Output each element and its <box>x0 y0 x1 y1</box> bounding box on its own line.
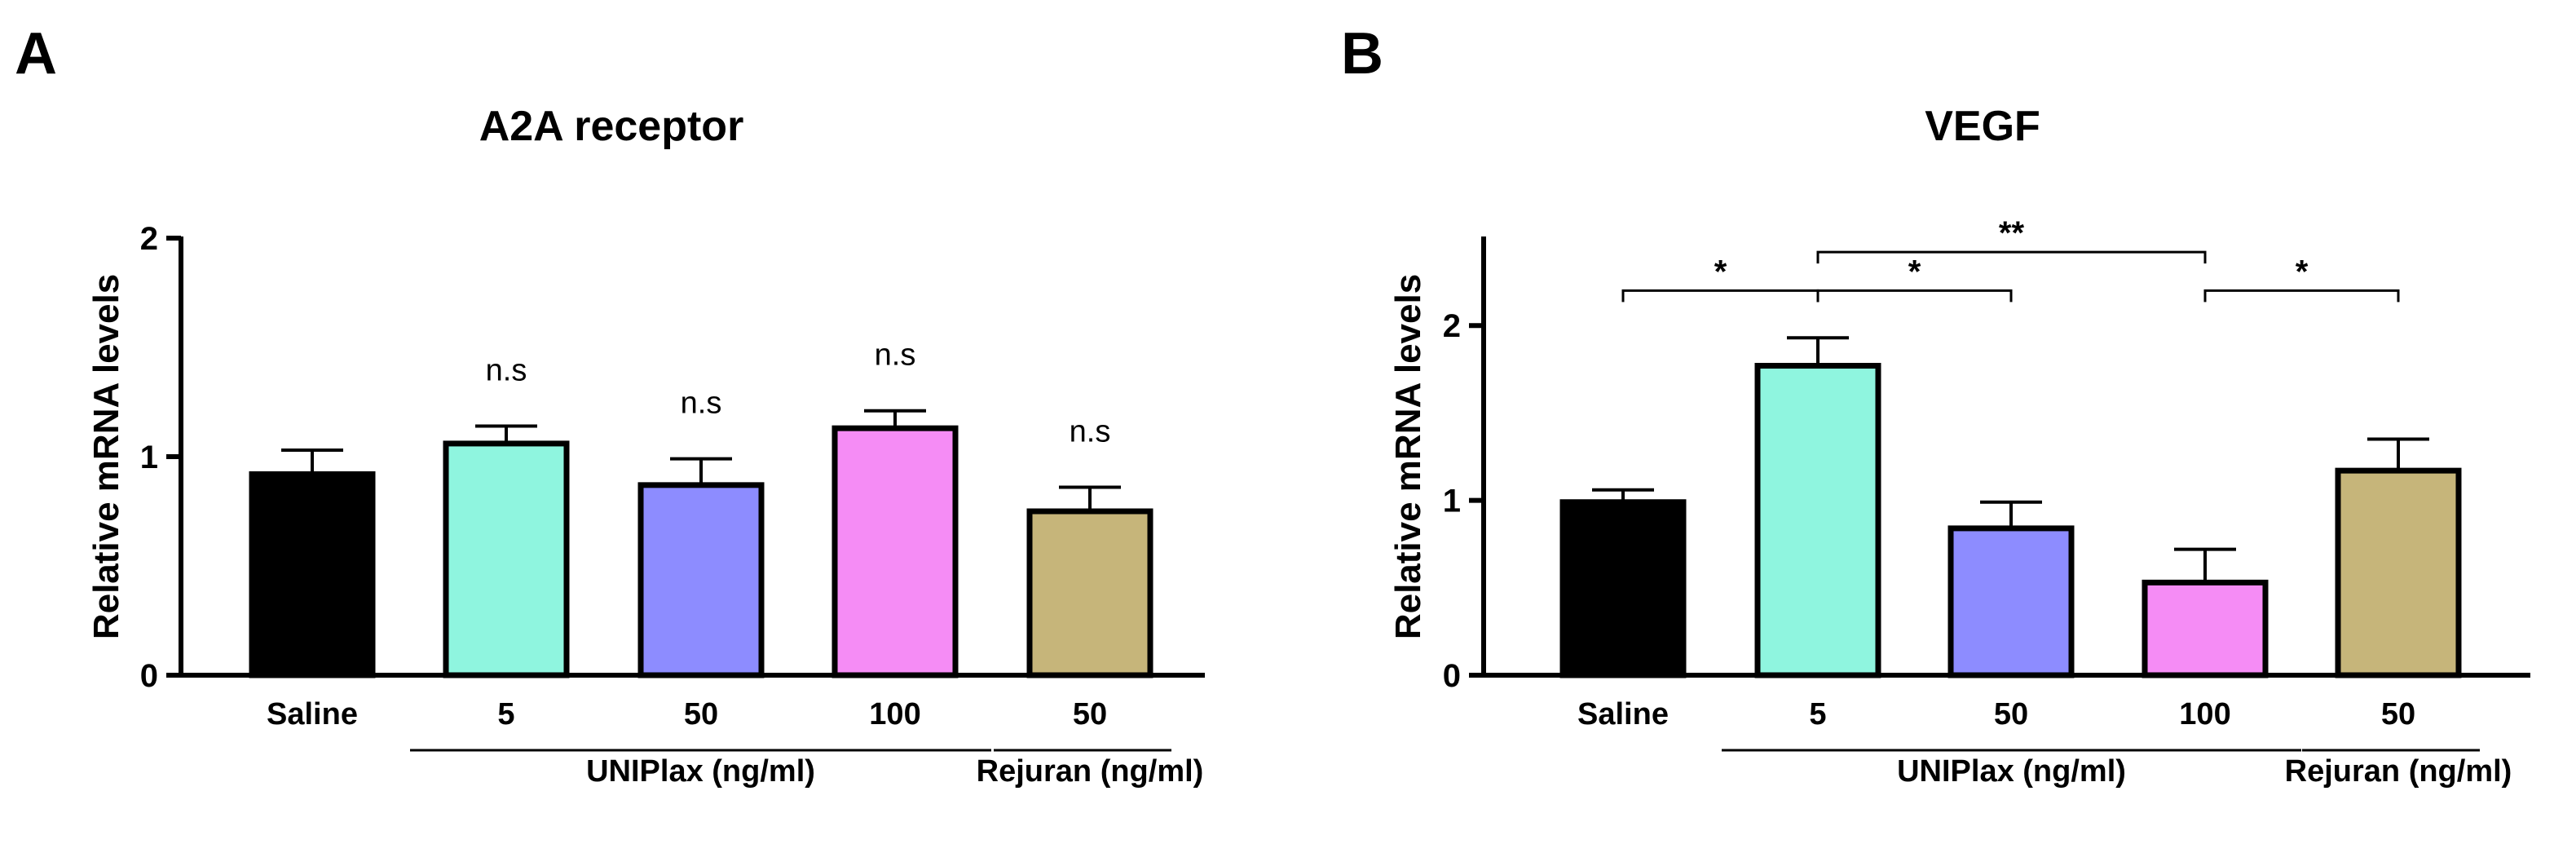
category-label: Saline <box>267 697 358 731</box>
bar-50 <box>637 482 765 678</box>
category-label: 100 <box>869 697 920 731</box>
group-label: UNIPlax (ng/ml) <box>586 754 815 789</box>
plot-area-b: 0 1 2 Saline 5 50 100 50 UNIPlax (ng/ml) Rejuran … <box>1443 215 2530 789</box>
category-label: 50 <box>1073 697 1107 731</box>
y-tick-label: 1 <box>140 440 158 475</box>
plot-area-a: 0 1 2 Saline 5 n.s 50 n.s 100 n.s 50 n.s UNIPlax (ng… <box>140 221 1205 789</box>
comparison-star: * <box>1714 254 1727 289</box>
category-label: 50 <box>1994 697 2028 731</box>
comparison-star: ** <box>1999 215 2025 251</box>
category-label: 5 <box>497 697 514 731</box>
significance-label: n.s <box>1070 415 1111 449</box>
comparison-star: * <box>1908 254 1921 289</box>
bar-Saline <box>1559 499 1687 678</box>
y-axis-label-b: Relative mRNA levels <box>1388 274 1428 639</box>
y-tick-label: 2 <box>1443 308 1461 344</box>
panel-letter-a: A <box>15 21 57 86</box>
comparison-bracket <box>1816 289 2013 303</box>
comparison-bracket <box>1816 250 2207 264</box>
significance-label: n.s <box>681 387 722 421</box>
bar-100 <box>831 425 959 678</box>
y-tick-label: 1 <box>1443 484 1461 519</box>
category-label: 100 <box>2179 697 2230 731</box>
y-tick-label: 0 <box>140 658 158 694</box>
comparison-star: * <box>2296 254 2309 289</box>
comparison-bracket <box>1621 289 1820 303</box>
y-tick-label: 2 <box>140 221 158 257</box>
chart-title-a: A2A receptor <box>479 103 744 150</box>
group-label: Rejuran (ng/ml) <box>977 754 1204 789</box>
bar-5 <box>443 440 570 678</box>
comparison-bracket <box>2203 289 2400 303</box>
category-label: Saline <box>1577 697 1669 731</box>
group-label: UNIPlax (ng/ml) <box>1897 754 2126 789</box>
bar-50 <box>1026 508 1153 678</box>
significance-label: n.s <box>875 338 916 373</box>
group-label: Rejuran (ng/ml) <box>2285 754 2512 789</box>
bar-Saline <box>249 471 376 678</box>
bar-5 <box>1754 363 1881 678</box>
y-tick-label: 0 <box>1443 658 1461 694</box>
chart-title-b: VEGF <box>1925 103 2040 150</box>
bar-50 <box>1947 525 2075 678</box>
y-axis-label-a: Relative mRNA levels <box>86 274 126 639</box>
panel-letter-b: B <box>1341 21 1383 86</box>
bar-100 <box>2142 579 2269 678</box>
category-label: 50 <box>684 697 718 731</box>
category-label: 50 <box>2381 697 2415 731</box>
significance-label: n.s <box>486 353 527 387</box>
category-label: 5 <box>1809 697 1826 731</box>
bar-50 <box>2335 467 2462 678</box>
